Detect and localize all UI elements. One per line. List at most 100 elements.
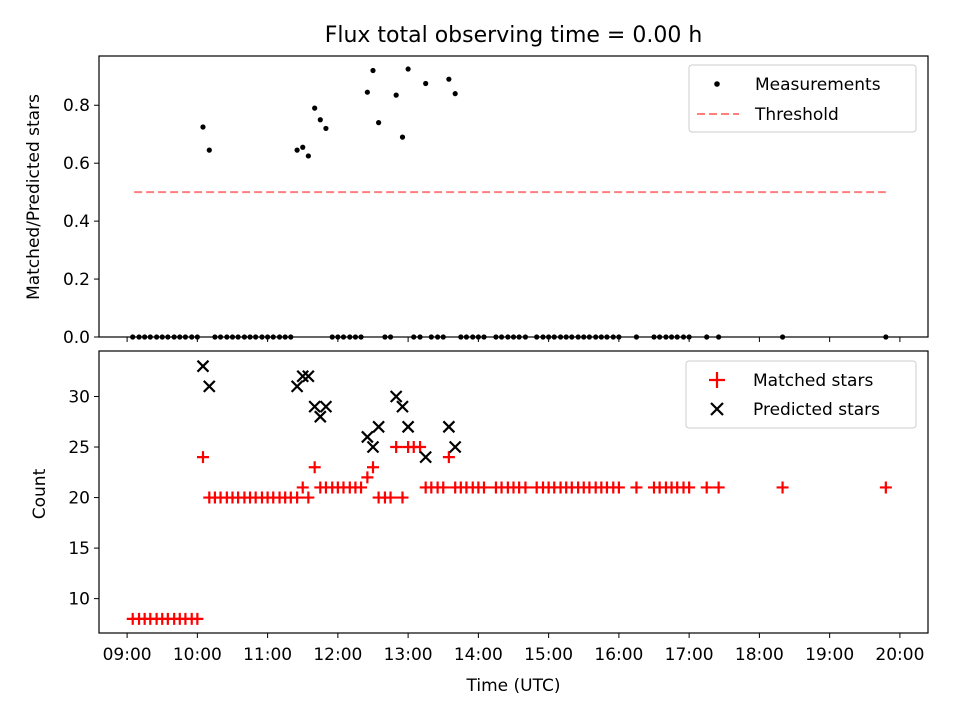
predicted-star-point xyxy=(296,369,310,383)
bottom-axes-frame xyxy=(98,350,929,634)
bottom-x-tick-label: 11:00 xyxy=(243,645,292,665)
matched-star-point xyxy=(384,491,397,504)
measurement-point xyxy=(305,153,311,159)
chart-title: Flux total observing time = 0.00 h xyxy=(325,23,703,48)
predicted-star-point xyxy=(372,420,385,434)
measurement-point xyxy=(317,117,323,123)
matched-star-point xyxy=(477,481,490,494)
bottom-x-tick-label: 15:00 xyxy=(524,645,573,665)
top-y-tick-label: 0.4 xyxy=(63,212,90,232)
bottom-x-tick-label: 10:00 xyxy=(173,645,222,665)
bottom-y-tick-label: 15 xyxy=(68,539,90,559)
measurement-point xyxy=(294,147,300,153)
predicted-star-point xyxy=(396,400,409,413)
legend-measurements-label: Measurements xyxy=(755,75,881,95)
predicted-star-point xyxy=(302,369,315,383)
predicted-star-point xyxy=(314,410,327,423)
predicted-star-point xyxy=(448,440,462,454)
measurement-point xyxy=(312,105,318,111)
legend-measurements-marker xyxy=(714,81,720,87)
measurement-point xyxy=(446,76,452,82)
measurement-point xyxy=(376,120,382,126)
measurement-point xyxy=(452,91,458,97)
predicted-star-point xyxy=(290,380,304,393)
bottom-x-tick-label: 13:00 xyxy=(384,645,433,665)
predicted-star-point xyxy=(389,390,403,403)
matched-star-point xyxy=(361,471,374,484)
measurement-point xyxy=(370,67,376,74)
matched-star-point xyxy=(712,481,725,494)
top-panel: 0.00.20.40.60.8 Matched/Predicted stars … xyxy=(24,55,929,348)
bottom-y-tick-label: 10 xyxy=(68,590,90,610)
legend-matched-label: Matched stars xyxy=(753,371,873,391)
matched-star-point xyxy=(437,481,450,494)
legend-predicted-marker xyxy=(710,402,724,416)
bottom-panel: 10 15 20 25 30 09:00 10:00 11:00 12:00 13:00 14:0… xyxy=(30,350,929,696)
bottom-y-tick-label: 30 xyxy=(68,387,90,407)
matched-star-point xyxy=(366,461,379,474)
predicted-star-point xyxy=(442,420,456,434)
top-y-axis: 0.0 0.2 0.4 0.6 0.8 xyxy=(63,96,99,348)
bottom-legend-frame xyxy=(685,360,917,429)
matched-star-point xyxy=(776,481,789,494)
legend-matched-marker xyxy=(709,372,725,388)
bottom-x-tick-label: 19:00 xyxy=(805,645,854,665)
matched-star-point xyxy=(519,481,532,494)
measurement-point xyxy=(393,92,399,98)
matched-star-point xyxy=(355,481,368,494)
bottom-y-axis-label: Count xyxy=(30,468,50,519)
top-y-axis-label: Matched/Predicted stars xyxy=(24,94,44,300)
matched-star-point xyxy=(296,481,309,494)
bottom-y-axis: 10 15 20 25 30 xyxy=(68,387,99,610)
bottom-x-tick-label: 12:00 xyxy=(313,645,362,665)
top-legend: Measurements Threshold xyxy=(688,64,917,133)
predicted-star-point xyxy=(319,400,333,413)
measurement-point xyxy=(405,66,411,72)
matched-star-point xyxy=(302,491,315,504)
bottom-y-tick-label: 20 xyxy=(68,489,90,509)
measurement-point xyxy=(206,147,212,153)
matched-star-point xyxy=(390,441,403,454)
bottom-x-tick-label: 20:00 xyxy=(875,645,924,665)
matched-star-point xyxy=(308,461,321,474)
predicted-star-point xyxy=(361,430,374,444)
measurement-point xyxy=(300,144,306,150)
predicted-star-point xyxy=(401,420,415,434)
bottom-y-tick-label: 25 xyxy=(68,438,90,458)
measurement-point xyxy=(200,124,206,130)
top-y-tick-label: 0.8 xyxy=(63,96,90,116)
top-x-axis xyxy=(126,337,901,342)
top-y-tick-label: 0.2 xyxy=(63,270,90,290)
bottom-x-tick-label: 14:00 xyxy=(454,645,503,665)
measurement-point xyxy=(323,125,329,132)
measurement-point xyxy=(364,89,370,95)
top-axes-frame xyxy=(98,55,929,338)
matched-star-point xyxy=(683,481,696,494)
matched-star-point xyxy=(879,481,892,494)
measurement-point xyxy=(423,80,429,87)
bottom-x-tick-label: 09:00 xyxy=(103,645,152,665)
top-legend-frame xyxy=(688,64,917,133)
matched-star-point xyxy=(630,481,643,494)
predicted-star-point xyxy=(196,359,210,373)
matched-star-point xyxy=(396,491,409,504)
legend-predicted-label: Predicted stars xyxy=(753,400,880,420)
measurement-point xyxy=(399,134,406,140)
matched-star-point xyxy=(442,451,455,464)
predicted-star-point xyxy=(203,380,216,393)
top-y-tick-label: 0.0 xyxy=(63,328,90,348)
predicted-star-point xyxy=(366,440,380,454)
matched-star-point xyxy=(191,612,204,625)
top-y-tick-label: 0.6 xyxy=(63,154,90,174)
matched-star-point xyxy=(196,451,209,464)
x-axis-label: Time (UTC) xyxy=(466,676,561,696)
legend-threshold-label: Threshold xyxy=(754,105,839,125)
matched-star-point xyxy=(612,481,625,494)
matched-star-point xyxy=(291,491,304,504)
bottom-x-tick-label: 16:00 xyxy=(594,645,643,665)
predicted-star-point xyxy=(308,400,321,413)
matched-star-point xyxy=(414,441,427,454)
bottom-x-axis: 09:00 10:00 11:00 12:00 13:00 14:00 15:00 16:00… xyxy=(103,633,924,665)
matched-star-point xyxy=(700,481,713,494)
